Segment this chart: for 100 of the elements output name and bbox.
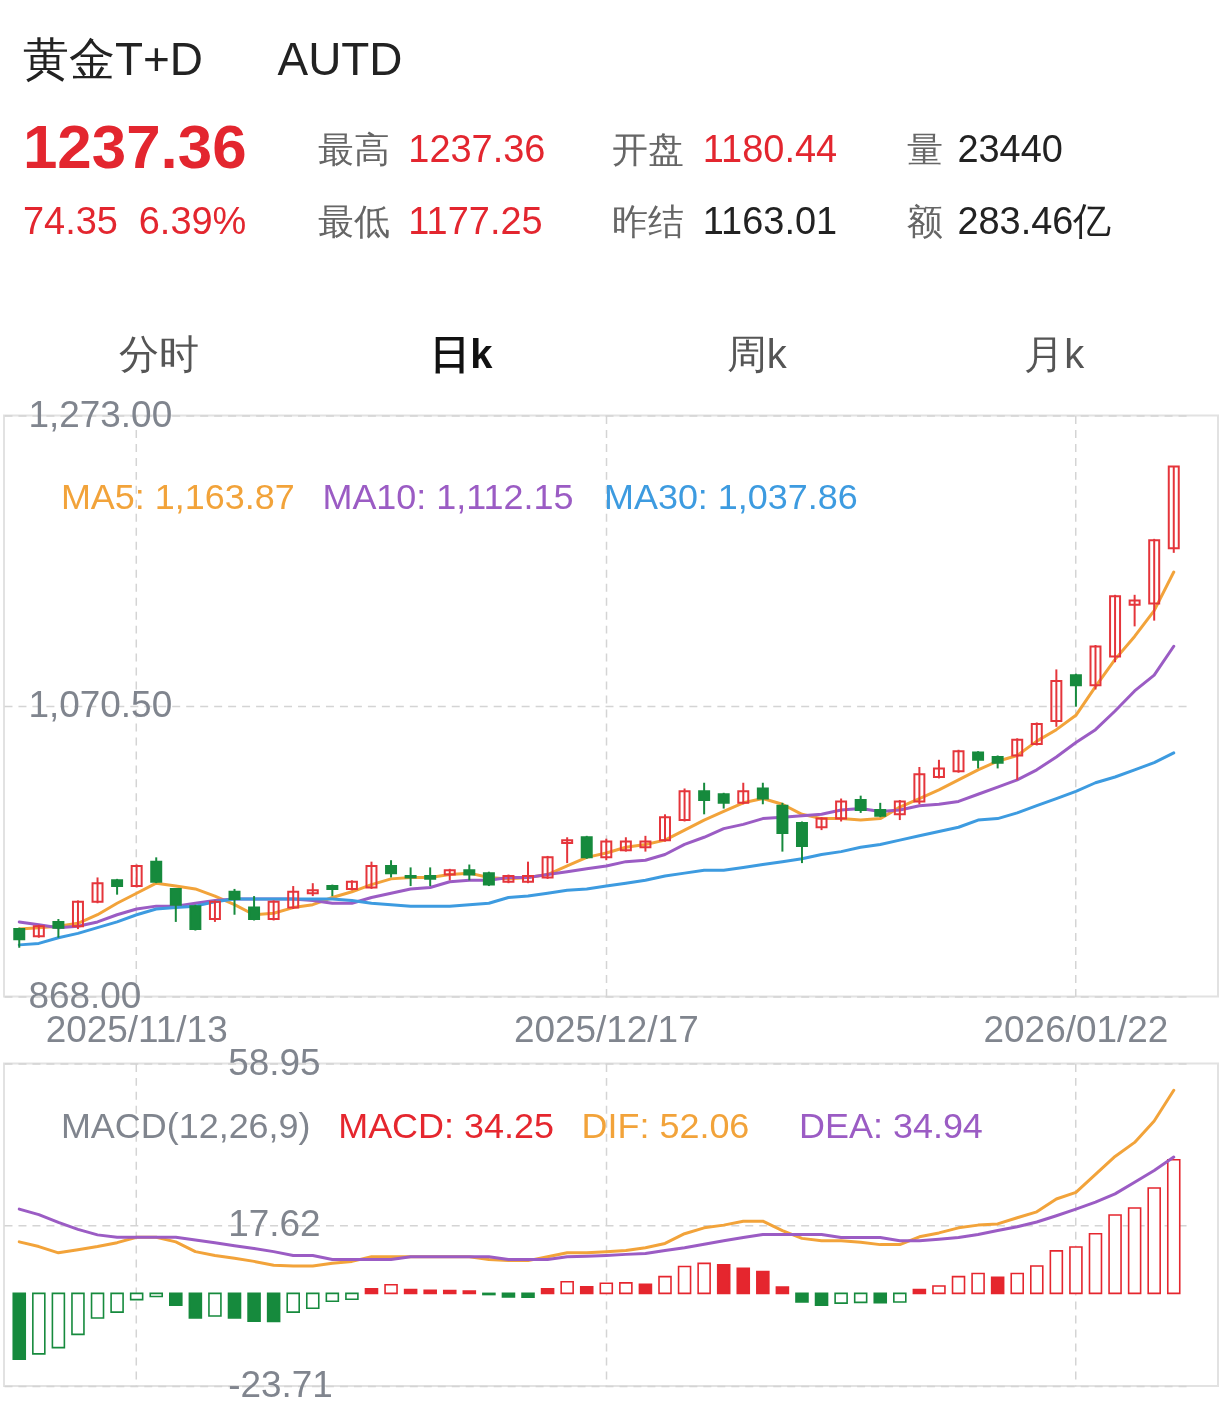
candlestick: [835, 797, 848, 823]
candlestick: [1148, 537, 1161, 622]
candlestick: [1030, 721, 1043, 747]
bar: [932, 1285, 946, 1295]
candlestick: [795, 820, 808, 865]
bar: [188, 1292, 203, 1319]
bar: [658, 1275, 672, 1295]
text: 1180.44: [702, 127, 838, 170]
bar: [90, 1292, 105, 1319]
bar: [110, 1292, 124, 1313]
text: 月k: [1024, 331, 1086, 376]
candlestick: [248, 895, 261, 922]
bar: [853, 1292, 868, 1304]
text: 分时: [118, 331, 199, 376]
bar: [462, 1290, 477, 1295]
bar: [951, 1275, 966, 1295]
text: 74.35: [22, 199, 118, 242]
bar: [893, 1292, 907, 1303]
text: 6.39%: [138, 199, 247, 242]
bar: [795, 1292, 809, 1303]
bar: [1166, 1158, 1181, 1295]
candlestick: [659, 813, 671, 843]
y-tick-label: 58.95: [228, 1041, 321, 1083]
candlestick: [952, 748, 965, 774]
candlestick: [913, 765, 926, 806]
text: 昨结: [612, 200, 684, 242]
bar: [325, 1292, 340, 1302]
text: 23440: [957, 127, 1063, 170]
bar: [756, 1270, 770, 1295]
bar: [12, 1292, 27, 1361]
y-tick-label: 17.62: [228, 1203, 321, 1245]
bar: [912, 1288, 927, 1295]
bar: [971, 1272, 985, 1295]
bar: [71, 1292, 85, 1336]
line-series: [17, 1155, 1176, 1261]
bar: [501, 1292, 516, 1298]
candlestick: [600, 837, 613, 862]
text: 1237.36: [408, 127, 546, 170]
bar: [677, 1265, 692, 1295]
text: 283.46亿: [957, 199, 1112, 242]
candlestick: [52, 918, 65, 939]
bar: [834, 1292, 848, 1304]
bar: [599, 1282, 614, 1295]
candlestick: [698, 781, 711, 816]
candlestick: [561, 836, 574, 865]
candlestick: [1011, 737, 1024, 781]
candlestick: [1069, 672, 1082, 708]
candlestick: [228, 887, 241, 916]
bar: [697, 1262, 711, 1295]
candlestick: [71, 899, 84, 931]
text: DIF: 52.06: [581, 1105, 750, 1147]
text: MA30: 1,037.86: [603, 476, 858, 518]
candlestick: [932, 758, 945, 780]
candlestick: [189, 903, 202, 932]
candlestick: [737, 781, 750, 806]
candlestick: [893, 798, 906, 822]
x-tick-label: 2025/12/17: [513, 1008, 699, 1050]
bar: [638, 1283, 653, 1295]
bar: [579, 1285, 594, 1295]
bar: [1049, 1250, 1064, 1295]
candlestick: [1128, 593, 1141, 628]
candlestick: [130, 863, 143, 889]
text: 1237.36: [22, 111, 247, 181]
text: 1177.25: [408, 199, 543, 242]
bar: [540, 1287, 555, 1295]
text: 开盘: [612, 128, 684, 170]
text: 周k: [726, 331, 788, 376]
bar: [619, 1282, 633, 1295]
bar: [1069, 1246, 1083, 1295]
text: MACD(12,26,9): [60, 1105, 311, 1147]
bar: [149, 1292, 164, 1298]
bar: [1030, 1265, 1044, 1295]
text: 1163.01: [702, 199, 838, 242]
bar: [169, 1292, 183, 1306]
candlestick: [150, 856, 163, 885]
text: MA10: 1,112.15: [322, 476, 574, 518]
text: MACD: 34.25: [338, 1105, 554, 1147]
text: 最高: [318, 128, 391, 170]
bar: [266, 1292, 281, 1323]
bar: [736, 1267, 751, 1295]
candlestick: [1109, 593, 1122, 664]
bar: [51, 1292, 66, 1349]
candlestick: [541, 854, 554, 880]
bar: [247, 1292, 261, 1322]
bar: [403, 1288, 418, 1295]
bar: [305, 1292, 320, 1310]
candlestick: [287, 885, 300, 910]
text: 日k: [430, 331, 494, 376]
text: AUTD: [277, 33, 403, 86]
y-tick-label: -23.71: [228, 1364, 333, 1403]
candlestick: [424, 866, 437, 888]
bar: [1108, 1214, 1122, 1295]
bar: [873, 1292, 888, 1304]
candlestick: [91, 876, 104, 905]
bar: [716, 1264, 731, 1295]
bar: [990, 1276, 1005, 1295]
bar: [775, 1286, 790, 1295]
x-tick-label: 2026/01/22: [983, 1008, 1169, 1050]
y-tick-label: 1,070.50: [28, 684, 173, 726]
text: 黄金T+D: [22, 33, 203, 86]
